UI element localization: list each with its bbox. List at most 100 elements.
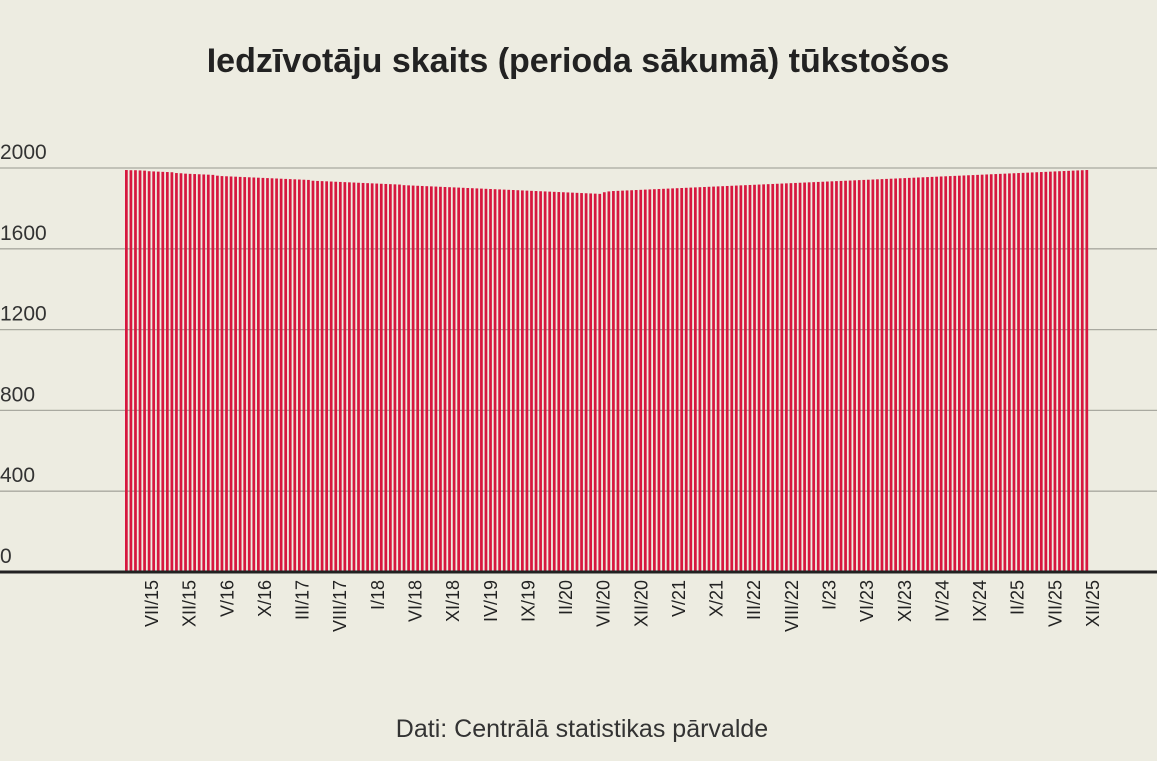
- bar: [593, 193, 597, 572]
- bar: [493, 189, 497, 572]
- bar: [407, 185, 410, 572]
- bar: [712, 186, 715, 572]
- bar: [134, 170, 137, 572]
- bar: [876, 179, 879, 572]
- bar: [1017, 173, 1020, 573]
- bar: [693, 187, 697, 572]
- bar: [311, 180, 315, 573]
- bar: [411, 185, 415, 572]
- bar: [398, 184, 401, 572]
- bar: [643, 189, 647, 573]
- bar: [530, 190, 533, 572]
- x-tick-label: I/23: [820, 580, 840, 610]
- bar: [725, 185, 729, 573]
- bar: [1049, 171, 1052, 572]
- bar: [448, 187, 451, 572]
- bar: [926, 177, 929, 572]
- bar: [917, 177, 920, 573]
- bar: [830, 181, 834, 572]
- x-tick-label: XII/15: [180, 580, 200, 627]
- bar: [484, 188, 488, 572]
- bar: [557, 192, 561, 573]
- bar: [862, 179, 866, 573]
- bar: [707, 186, 711, 573]
- bar: [634, 190, 638, 572]
- x-tick-label: VII/25: [1045, 580, 1065, 627]
- bar: [247, 177, 251, 573]
- x-tick-label: IX/24: [970, 580, 990, 622]
- bar: [329, 181, 333, 572]
- x-tick-label: XI/18: [443, 580, 463, 622]
- bar: [962, 175, 966, 572]
- bar: [689, 187, 693, 572]
- bar: [948, 176, 952, 572]
- bar: [389, 184, 392, 572]
- bar: [275, 178, 278, 572]
- bar: [989, 174, 993, 572]
- bar: [857, 180, 861, 572]
- bar: [302, 179, 306, 572]
- bar: [357, 182, 360, 572]
- x-tick-label: VIII/22: [782, 580, 802, 632]
- bar: [384, 183, 388, 572]
- bar: [739, 185, 743, 572]
- x-tick-label: III/17: [293, 580, 313, 620]
- bar: [935, 176, 938, 572]
- bar: [976, 174, 979, 572]
- bar: [297, 179, 301, 572]
- bar: [1012, 173, 1016, 572]
- bar: [835, 181, 838, 572]
- bar: [716, 186, 720, 572]
- bar: [848, 180, 852, 572]
- bar: [1039, 172, 1043, 573]
- y-tick-label: 0: [0, 545, 12, 568]
- bar: [980, 174, 984, 573]
- bar: [734, 185, 738, 572]
- y-axis-ticks: 0 400 800 1200 1600 2000: [0, 141, 47, 568]
- x-tick-label: X/16: [255, 580, 275, 617]
- bar: [789, 183, 793, 572]
- bar: [625, 190, 629, 573]
- bar: [261, 177, 265, 572]
- bar: [803, 182, 806, 573]
- bar: [753, 184, 756, 572]
- bar: [343, 182, 347, 572]
- bar: [939, 176, 943, 573]
- bar: [129, 170, 133, 572]
- bar: [721, 186, 725, 572]
- x-tick-label: VII/20: [594, 580, 614, 627]
- bar: [762, 184, 765, 573]
- bar: [184, 173, 187, 572]
- x-tick-label: VIII/17: [330, 580, 350, 632]
- bar: [320, 181, 324, 572]
- bar: [1003, 173, 1007, 572]
- y-tick-label: 400: [0, 464, 35, 487]
- bar: [844, 180, 847, 573]
- x-axis-ticks: VII/15 XII/15 V/16 X/16 III/17 VIII/17 I/18 VI/…: [142, 580, 1103, 632]
- bar: [279, 178, 283, 572]
- bar: [1080, 170, 1084, 572]
- bar: [316, 180, 319, 572]
- y-tick-label: 1600: [0, 222, 47, 245]
- bar: [188, 173, 192, 573]
- bar: [525, 190, 529, 572]
- bar: [156, 171, 160, 572]
- bar: [348, 182, 351, 572]
- bar: [543, 191, 547, 572]
- bar: [439, 186, 442, 573]
- bar: [889, 178, 893, 572]
- bar: [243, 177, 247, 572]
- x-tick-label: XII/25: [1083, 580, 1103, 627]
- bar: [270, 178, 274, 573]
- bar: [898, 178, 902, 573]
- bar: [143, 170, 146, 572]
- bar: [352, 182, 356, 573]
- y-tick-label: 1200: [0, 303, 47, 326]
- bar: [571, 192, 574, 572]
- bar: [511, 190, 515, 572]
- bar: [612, 191, 615, 572]
- bar: [566, 192, 570, 572]
- bar: [452, 187, 456, 572]
- bar: [698, 187, 702, 572]
